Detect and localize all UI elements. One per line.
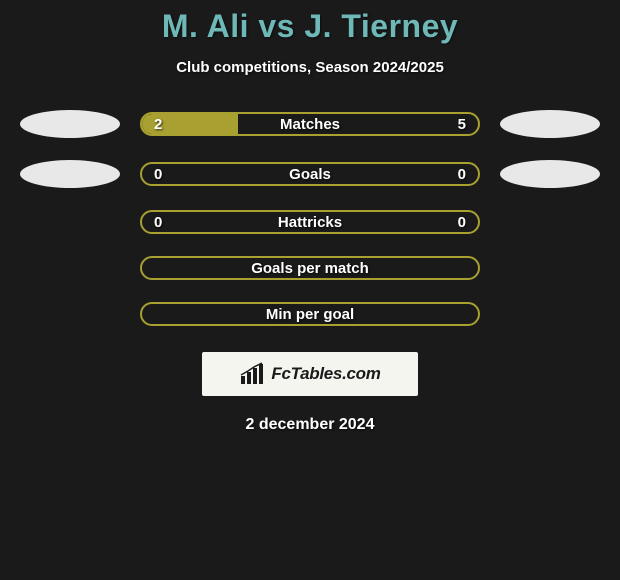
stat-row: Goals per match [0,256,620,280]
bars-icon [239,362,267,386]
stat-row: 2 Matches 5 [0,110,620,138]
stat-right-value: 5 [458,116,466,133]
player-badge-right [500,160,600,188]
stat-bar: Goals per match [140,256,480,280]
stat-row: Min per goal [0,302,620,326]
stat-label: Min per goal [266,306,354,323]
stat-bar: 2 Matches 5 [140,112,480,136]
stat-rows: 2 Matches 5 0 Goals 0 0 Hattricks 0 Goals per mat… [0,110,620,326]
player-badge-right [500,110,600,138]
stat-label: Hattricks [278,214,342,231]
brand-text: FcTables.com [271,364,380,384]
stat-left-value: 2 [154,116,162,133]
stat-left-value: 0 [154,214,162,231]
stat-label: Goals per match [251,260,369,277]
date-text: 2 december 2024 [0,416,620,434]
stat-right-value: 0 [458,214,466,231]
subtitle: Club competitions, Season 2024/2025 [0,59,620,76]
stat-bar: 0 Hattricks 0 [140,210,480,234]
stat-bar: 0 Goals 0 [140,162,480,186]
stat-left-value: 0 [154,166,162,183]
stat-row: 0 Hattricks 0 [0,210,620,234]
brand-badge: FcTables.com [202,352,418,396]
player-badge-left [20,160,120,188]
stat-bar: Min per goal [140,302,480,326]
stat-right-value: 0 [458,166,466,183]
stat-row: 0 Goals 0 [0,160,620,188]
stat-label: Matches [280,116,340,133]
stat-label: Goals [289,166,331,183]
player-badge-left [20,110,120,138]
stats-comparison-card: M. Ali vs J. Tierney Club competitions, … [0,0,620,434]
page-title: M. Ali vs J. Tierney [0,8,620,45]
